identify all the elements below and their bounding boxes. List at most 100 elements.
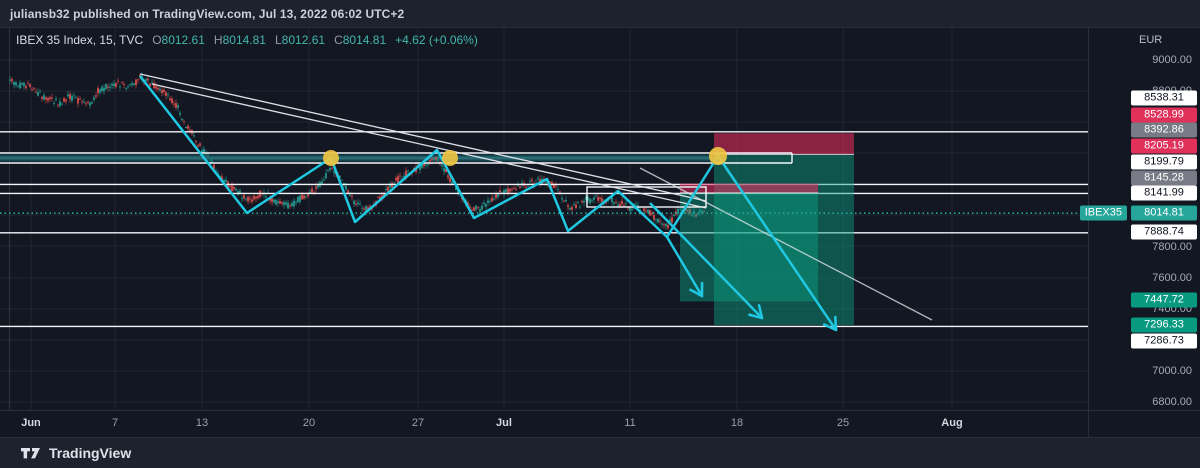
candle-body (511, 188, 513, 190)
projection-arrow-line[interactable] (665, 236, 704, 297)
candle-body (107, 86, 109, 88)
price-axis[interactable]: EUR 9000.008800.007800.007600.007400.007… (1079, 28, 1200, 410)
candle-body (235, 188, 237, 191)
candle-body (79, 98, 81, 100)
candle-body (427, 163, 429, 165)
candle-body (33, 87, 35, 89)
trendline[interactable] (151, 83, 707, 209)
position-stop-zone[interactable] (714, 133, 854, 155)
candle-body (153, 82, 155, 89)
candle-body (657, 219, 659, 223)
candle-body (63, 98, 65, 102)
candle-body (49, 97, 51, 100)
candle-body (495, 192, 497, 199)
footer-brand-text: TradingView (49, 445, 132, 461)
candle-body (123, 84, 125, 86)
candle-body (111, 83, 113, 86)
trendline[interactable] (639, 167, 933, 321)
candle-body (283, 202, 285, 206)
arrow-head (689, 288, 704, 298)
candle-body (435, 157, 437, 160)
candle-body (151, 82, 153, 84)
wave-marker-circle[interactable] (709, 147, 727, 165)
candle-body (483, 202, 485, 205)
candle-body (213, 164, 215, 169)
position-profit-zone[interactable] (680, 192, 818, 302)
candle-body (565, 200, 567, 202)
candle-body (441, 164, 443, 167)
candle-body (221, 176, 223, 180)
candle-body (255, 196, 257, 199)
candle-body (631, 208, 633, 210)
candle-body (341, 179, 343, 181)
candle-body (179, 112, 181, 115)
candle-body (293, 200, 295, 207)
quote-low: L8012.61 (274, 33, 326, 47)
candle-body (169, 98, 171, 101)
candle-body (249, 198, 251, 200)
candle-body (485, 203, 487, 207)
candle-body (671, 217, 673, 223)
position-stop-zone[interactable] (680, 183, 818, 193)
candle-body (345, 185, 347, 190)
candle-body (29, 84, 31, 88)
candle-body (55, 98, 57, 101)
candle-body (515, 188, 517, 190)
candle-body (549, 181, 551, 183)
trendline[interactable] (139, 73, 707, 202)
candle-body (309, 191, 311, 193)
candle-body (239, 190, 241, 195)
candle-body (469, 206, 471, 208)
candle-body (327, 170, 329, 172)
candle-body (167, 94, 169, 96)
axis-corner (1088, 410, 1200, 437)
price-level-label-white: 7286.73 (1131, 333, 1197, 349)
candle-body (597, 197, 599, 201)
candle-body (385, 188, 387, 191)
candle-body (115, 83, 117, 87)
publish-header: juliansb32 published on TradingView.com,… (0, 0, 1200, 28)
candle-body (81, 101, 83, 103)
candle-body (397, 176, 399, 183)
candle-body (127, 86, 129, 88)
price-tick-label: 9000.00 (1152, 54, 1192, 66)
candle-body (31, 89, 33, 91)
wave-zigzag-line[interactable] (139, 75, 838, 331)
candle-body (507, 188, 509, 194)
projection-arrow-line[interactable] (649, 202, 763, 319)
pane-background[interactable] (0, 28, 1088, 410)
candle-body (473, 207, 475, 211)
candle-body (481, 205, 483, 210)
candle-body (173, 103, 175, 105)
candle-body (505, 189, 507, 193)
candle-body (571, 207, 573, 210)
candle-body (575, 204, 577, 209)
wave-marker-circle[interactable] (442, 150, 458, 166)
candle-body (275, 199, 277, 205)
symbol-title: IBEX 35 Index, 15, TVC (16, 33, 144, 47)
candle-body (585, 196, 587, 200)
candle-body (579, 206, 581, 208)
candle-body (69, 94, 71, 100)
price-level-label-gray: 8145.28 (1131, 170, 1197, 186)
quote-open: O8012.61 (152, 33, 205, 47)
wave-marker-circle[interactable] (323, 150, 339, 166)
candle-body (41, 96, 43, 99)
candle-body (683, 204, 685, 206)
chart-canvas[interactable] (0, 0, 1088, 437)
candle-body (27, 82, 29, 84)
candle-body (487, 200, 489, 203)
candle-body (203, 149, 205, 154)
candle-body (419, 165, 421, 170)
candle-body (621, 200, 623, 204)
candle-body (105, 84, 107, 89)
price-level-label-white: 8141.99 (1131, 185, 1197, 201)
candle-body (305, 196, 307, 197)
candle-body (199, 143, 201, 146)
time-axis[interactable]: Jun 7 13 20 27 Jul 11 18 25 Aug (0, 410, 1088, 437)
candle-body (133, 83, 135, 86)
candle-body (97, 88, 99, 94)
currency-label: EUR (1139, 34, 1163, 46)
chart-legend[interactable]: IBEX 35 Index, 15, TVC O8012.61 H8014.81… (16, 33, 478, 47)
